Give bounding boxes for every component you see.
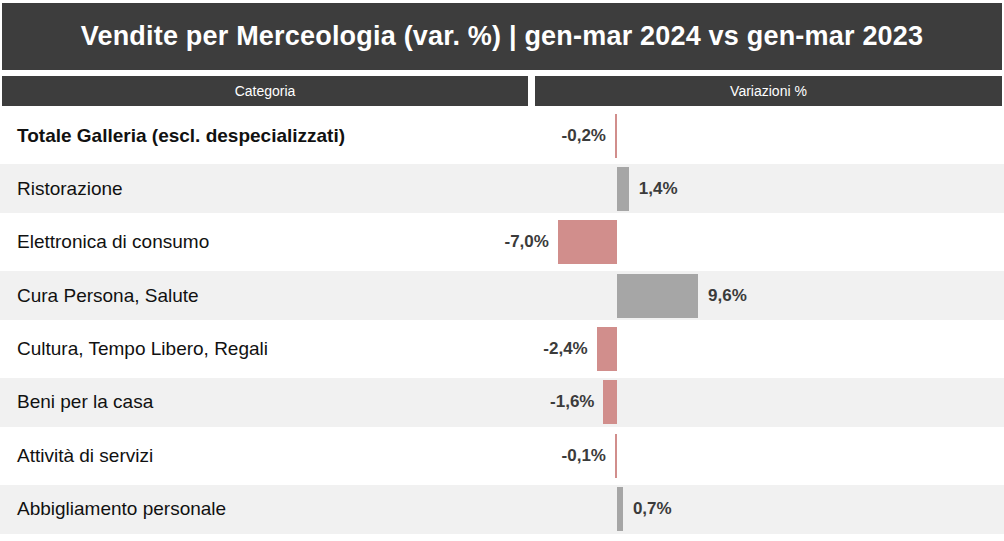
category-row: Cultura, Tempo Libero, Regali -2,4% [0, 325, 1004, 374]
category-label: Cultura, Tempo Libero, Regali [17, 338, 268, 360]
category-row: Abbigliamento personale 0,7% [0, 485, 1004, 534]
category-row: Attività di servizi -0,1% [0, 431, 1004, 480]
value-label: -1,6% [550, 392, 594, 412]
column-header-category-label: Categoria [235, 83, 296, 99]
category-row: Totale Galleria (escl. despecializzati) -… [0, 111, 1004, 160]
positive-bar [617, 487, 623, 531]
category-row: Ristorazione 1,4% [0, 164, 1004, 213]
value-label: 1,4% [639, 179, 678, 199]
positive-bar [617, 274, 698, 318]
rows-container: Totale Galleria (escl. despecializzati) -… [0, 111, 1004, 534]
negative-bar [615, 114, 617, 158]
title-bar: Vendite per Merceologia (var. %) | gen-m… [2, 3, 1002, 70]
value-label: 0,7% [633, 499, 672, 519]
category-label: Ristorazione [17, 178, 123, 200]
category-label: Beni per la casa [17, 391, 153, 413]
negative-bar [603, 380, 617, 424]
category-label: Totale Galleria (escl. despecializzati) [17, 125, 345, 147]
value-label: -7,0% [505, 232, 549, 252]
column-header-variation-label: Variazioni % [730, 83, 807, 99]
category-label: Elettronica di consumo [17, 231, 209, 253]
column-header-category: Categoria [2, 76, 528, 106]
category-row: Cura Persona, Salute 9,6% [0, 271, 1004, 320]
category-row: Elettronica di consumo -7,0% [0, 218, 1004, 267]
category-row: Beni per la casa -1,6% [0, 378, 1004, 427]
positive-bar [617, 167, 629, 211]
negative-bar [597, 327, 617, 371]
negative-bar [558, 220, 617, 264]
column-header-variation: Variazioni % [535, 76, 1002, 106]
category-label: Attività di servizi [17, 445, 153, 467]
negative-bar [615, 434, 617, 478]
value-label: -0,2% [562, 126, 606, 146]
category-label: Cura Persona, Salute [17, 285, 199, 307]
value-label: 9,6% [708, 286, 747, 306]
category-label: Abbigliamento personale [17, 498, 226, 520]
value-label: -2,4% [543, 339, 587, 359]
chart-title: Vendite per Merceologia (var. %) | gen-m… [81, 21, 924, 52]
chart-page: Vendite per Merceologia (var. %) | gen-m… [0, 0, 1004, 541]
column-headers: Categoria Variazioni % [2, 76, 1002, 106]
value-label: -0,1% [562, 446, 606, 466]
